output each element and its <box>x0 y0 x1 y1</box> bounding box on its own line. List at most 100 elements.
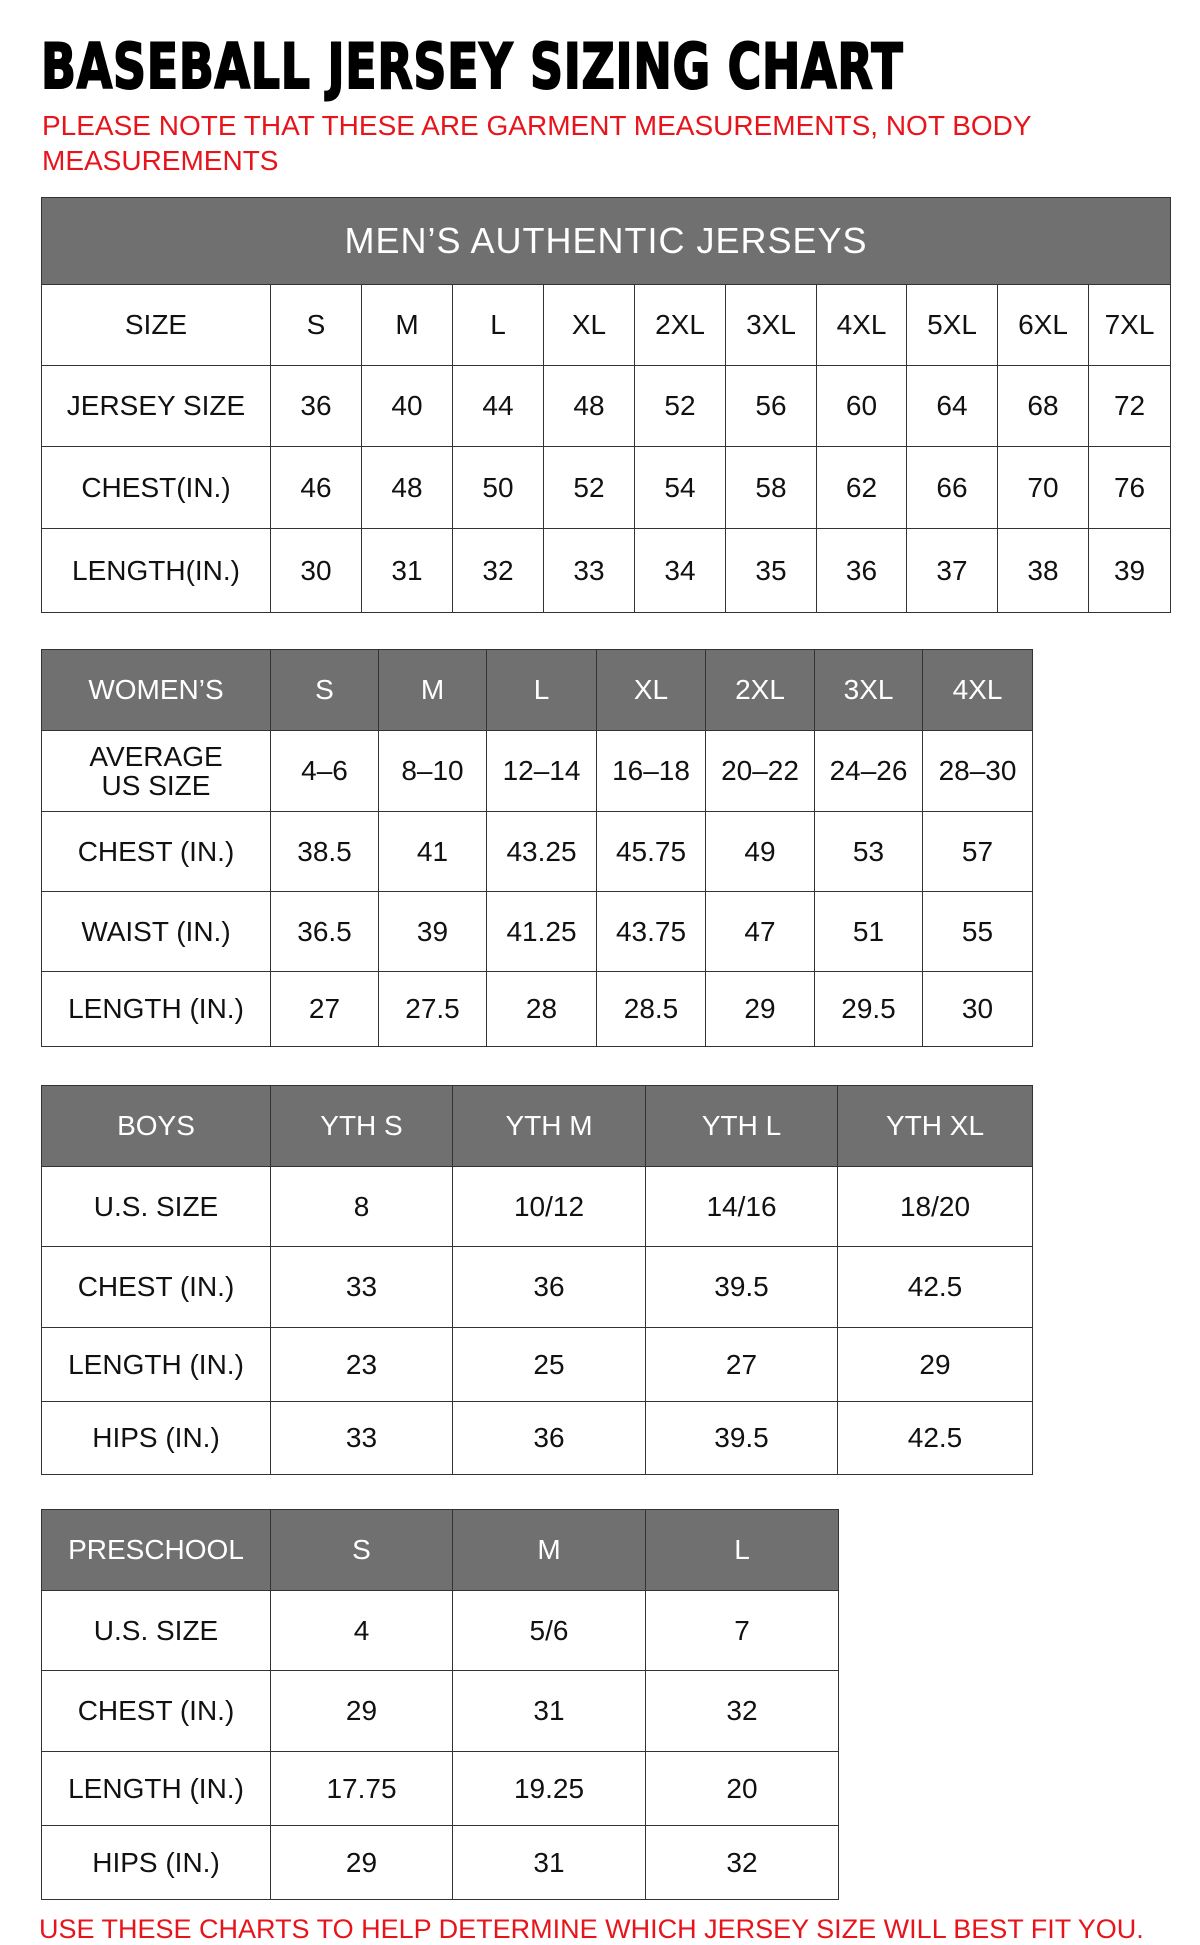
size-header: S <box>270 1509 453 1591</box>
row-label: HIPS (IN.) <box>41 1825 271 1900</box>
womens-table: WOMEN’S S M L XL 2XL 3XL 4XL AVERAGE US SIZE 4–6 8… <box>41 649 1033 1047</box>
header-row: BOYS YTH S YTH M YTH L YTH XL <box>41 1085 1033 1167</box>
header-label: PRESCHOOL <box>41 1509 271 1591</box>
measurement-cell: 5/6 <box>452 1590 646 1671</box>
table-row: CHEST (IN.) 29 31 32 <box>41 1670 839 1752</box>
measurement-cell: 48 <box>543 365 635 447</box>
measurement-cell: 27 <box>270 971 379 1047</box>
measurement-cell: 12–14 <box>486 730 597 812</box>
measurement-cell: 16–18 <box>596 730 706 812</box>
table-row: WAIST (IN.) 36.5 39 41.25 43.75 47 51 55 <box>41 891 1033 972</box>
table-row: U.S. SIZE 4 5/6 7 <box>41 1590 839 1671</box>
size-header: YTH L <box>645 1085 838 1167</box>
measurement-cell: 36 <box>452 1246 646 1328</box>
measurement-cell: 32 <box>645 1825 839 1900</box>
measurement-cell: 43.75 <box>596 891 706 972</box>
measurement-cell: 27.5 <box>378 971 487 1047</box>
measurement-cell: 46 <box>270 446 362 529</box>
measurement-cell: 24–26 <box>814 730 923 812</box>
measurement-cell: 10/12 <box>452 1166 646 1247</box>
measurement-cell: 35 <box>725 528 817 613</box>
table-row: LENGTH (IN.) 27 27.5 28 28.5 29 29.5 30 <box>41 971 1033 1047</box>
measurement-cell: 33 <box>270 1401 453 1475</box>
measurement-cell: 52 <box>634 365 726 447</box>
measurement-cell: 39.5 <box>645 1246 838 1328</box>
measurement-cell: 33 <box>543 528 635 613</box>
measurement-cell: 28 <box>486 971 597 1047</box>
measurement-cell: 29 <box>270 1670 453 1752</box>
mens-table: MEN’S AUTHENTIC JERSEYS SIZE S M L XL 2XL 3XL 4X… <box>40 197 1172 613</box>
measurement-cell: 28–30 <box>922 730 1033 812</box>
measurement-cell: 62 <box>816 446 907 529</box>
header-label: WOMEN’S <box>41 649 271 731</box>
size-header: 4XL <box>816 284 907 366</box>
measurement-cell: 25 <box>452 1327 646 1402</box>
measurement-cell: 29 <box>837 1327 1033 1402</box>
row-label: LENGTH (IN.) <box>41 1327 271 1402</box>
measurement-cell: 31 <box>452 1670 646 1752</box>
measurement-cell: 68 <box>997 365 1089 447</box>
size-header: 4XL <box>922 649 1033 731</box>
row-label: JERSEY SIZE <box>41 365 271 447</box>
size-header: M <box>452 1509 646 1591</box>
size-header: 5XL <box>906 284 998 366</box>
boys-table: BOYS YTH S YTH M YTH L YTH XL U.S. SIZE 8 10/12… <box>41 1085 1033 1475</box>
measurement-cell: 31 <box>452 1825 646 1900</box>
measurement-cell: 48 <box>361 446 453 529</box>
measurement-cell: 39.5 <box>645 1401 838 1475</box>
header-row: WOMEN’S S M L XL 2XL 3XL 4XL <box>41 649 1033 731</box>
measurement-cell: 8 <box>270 1166 453 1247</box>
footer-note: USE THESE CHARTS TO HELP DETERMINE WHICH… <box>39 1914 1144 1944</box>
measurement-cell: 64 <box>906 365 998 447</box>
row-label: LENGTH(IN.) <box>41 528 271 613</box>
measurement-cell: 36 <box>816 528 907 613</box>
row-label: CHEST (IN.) <box>41 1670 271 1752</box>
measurement-cell: 40 <box>361 365 453 447</box>
measurement-cell: 30 <box>922 971 1033 1047</box>
measurement-cell: 66 <box>906 446 998 529</box>
size-header: 7XL <box>1087 284 1172 366</box>
size-header: 3XL <box>814 649 923 731</box>
measurement-cell: 42.5 <box>837 1246 1033 1328</box>
size-header: 2XL <box>705 649 815 731</box>
measurement-cell: 36 <box>452 1401 646 1475</box>
size-header: S <box>270 284 362 366</box>
measurement-cell: 4–6 <box>270 730 379 812</box>
size-header: L <box>486 649 597 731</box>
table-row: HIPS (IN.) 29 31 32 <box>41 1825 839 1900</box>
measurement-cell: 32 <box>452 528 544 613</box>
row-label: CHEST (IN.) <box>41 1246 271 1328</box>
table-row: CHEST(IN.) 46 48 50 52 54 58 62 66 70 76 <box>41 446 1172 529</box>
size-header: M <box>361 284 453 366</box>
size-header: M <box>378 649 487 731</box>
measurement-cell: 20–22 <box>705 730 815 812</box>
row-label: AVERAGE US SIZE <box>41 730 271 812</box>
measurement-cell: 72 <box>1087 365 1172 447</box>
size-header: YTH S <box>270 1085 453 1167</box>
table-banner: MEN’S AUTHENTIC JERSEYS <box>40 197 1172 285</box>
size-header: L <box>452 284 544 366</box>
measurement-cell: 29.5 <box>814 971 923 1047</box>
row-label: CHEST(IN.) <box>41 446 271 529</box>
measurement-cell: 17.75 <box>270 1751 453 1826</box>
table-row: LENGTH (IN.) 17.75 19.25 20 <box>41 1751 839 1826</box>
measurement-cell: 36 <box>270 365 362 447</box>
measurement-cell: 27 <box>645 1327 838 1402</box>
measurement-cell: 18/20 <box>837 1166 1033 1247</box>
measurement-cell: 36.5 <box>270 891 379 972</box>
measurement-cell: 41.25 <box>486 891 597 972</box>
row-label: U.S. SIZE <box>41 1590 271 1671</box>
table-row: CHEST (IN.) 33 36 39.5 42.5 <box>41 1246 1033 1328</box>
size-header: XL <box>543 284 635 366</box>
measurement-cell: 4 <box>270 1590 453 1671</box>
size-header: S <box>270 649 379 731</box>
table-row: HIPS (IN.) 33 36 39.5 42.5 <box>41 1401 1033 1475</box>
table-row: CHEST (IN.) 38.5 41 43.25 45.75 49 53 57 <box>41 811 1033 892</box>
measurement-cell: 70 <box>997 446 1089 529</box>
measurement-cell: 7 <box>645 1590 839 1671</box>
measurement-cell: 52 <box>543 446 635 529</box>
measurement-cell: 76 <box>1087 446 1172 529</box>
measurement-cell: 38.5 <box>270 811 379 892</box>
measurement-cell: 34 <box>634 528 726 613</box>
size-header: XL <box>596 649 706 731</box>
